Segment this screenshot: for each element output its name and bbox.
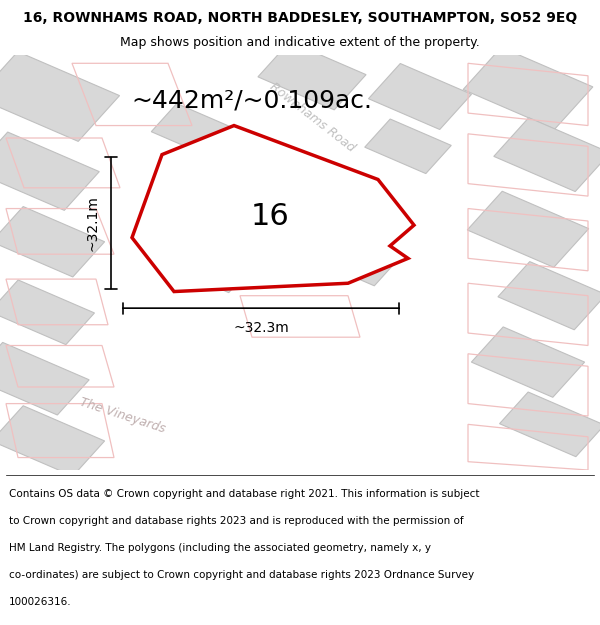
- Text: Map shows position and indicative extent of the property.: Map shows position and indicative extent…: [120, 36, 480, 49]
- Bar: [498, 262, 600, 330]
- Bar: [365, 119, 451, 174]
- Bar: [323, 239, 397, 286]
- Text: 100026316.: 100026316.: [9, 597, 71, 607]
- Bar: [258, 42, 366, 110]
- Text: co-ordinates) are subject to Crown copyright and database rights 2023 Ordnance S: co-ordinates) are subject to Crown copyr…: [9, 570, 474, 580]
- Bar: [0, 52, 119, 141]
- Text: HM Land Registry. The polygons (including the associated geometry, namely x, y: HM Land Registry. The polygons (includin…: [9, 543, 431, 553]
- Bar: [0, 280, 94, 344]
- Polygon shape: [132, 126, 414, 291]
- Text: 16: 16: [251, 202, 289, 231]
- Bar: [472, 327, 584, 398]
- Bar: [368, 64, 472, 129]
- Bar: [0, 342, 89, 415]
- Bar: [467, 191, 589, 268]
- Text: Rownhams Road: Rownhams Road: [267, 80, 357, 154]
- Bar: [0, 132, 99, 211]
- Bar: [463, 48, 593, 129]
- Text: The Vineyards: The Vineyards: [78, 396, 167, 436]
- Text: to Crown copyright and database rights 2023 and is reproduced with the permissio: to Crown copyright and database rights 2…: [9, 516, 464, 526]
- Bar: [151, 104, 233, 156]
- Bar: [0, 406, 104, 476]
- Text: Contains OS data © Crown copyright and database right 2021. This information is : Contains OS data © Crown copyright and d…: [9, 489, 479, 499]
- Text: 16, ROWNHAMS ROAD, NORTH BADDESLEY, SOUTHAMPTON, SO52 9EQ: 16, ROWNHAMS ROAD, NORTH BADDESLEY, SOUT…: [23, 11, 577, 25]
- Bar: [0, 206, 104, 277]
- Bar: [494, 118, 600, 191]
- Bar: [500, 392, 600, 457]
- Text: ~32.3m: ~32.3m: [233, 321, 289, 334]
- Text: ~32.1m: ~32.1m: [85, 195, 99, 251]
- Text: ~442m²/~0.109ac.: ~442m²/~0.109ac.: [131, 89, 373, 112]
- Bar: [163, 232, 257, 292]
